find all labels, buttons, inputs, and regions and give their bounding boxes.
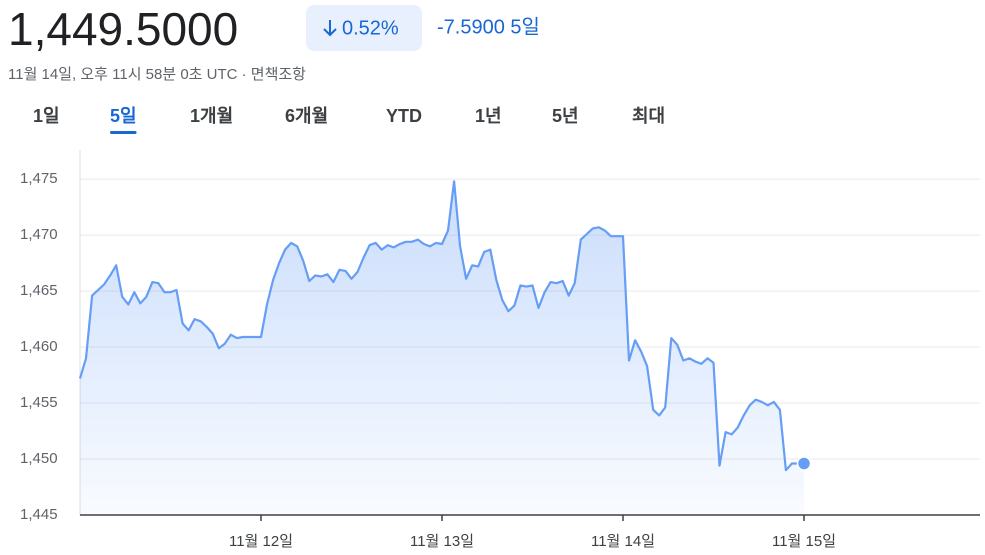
- x-tick-label: 11월 14일: [591, 533, 655, 550]
- x-tick-label: 11월 13일: [410, 533, 474, 550]
- range-tabs: 1일 5일 1개월 6개월 YTD 1년 5년 최대: [33, 106, 665, 134]
- range-tab[interactable]: 5일: [110, 106, 137, 126]
- range-tab[interactable]: 1일: [33, 106, 60, 126]
- price: 1,449.5000: [8, 3, 238, 55]
- range-tab[interactable]: 1년: [475, 106, 502, 126]
- x-tick-label: 11월 15일: [772, 533, 836, 550]
- y-tick-label: 1,475: [20, 170, 58, 187]
- y-tick-label: 1,460: [20, 338, 58, 355]
- range-tab[interactable]: 1개월: [190, 106, 233, 126]
- y-tick-label: 1,450: [20, 450, 58, 467]
- down-arrow-icon: [323, 20, 337, 37]
- y-tick-label: 1,445: [20, 506, 58, 523]
- range-tab[interactable]: 5년: [552, 106, 579, 126]
- chart: 1,445 1,450 1,455 1,460 1,465 1,470 1,475 11월 1…: [20, 150, 980, 550]
- range-tab[interactable]: 최대: [632, 106, 665, 126]
- timestamp: 11월 14일, 오후 11시 58분 0초 UTC · 면책조항: [8, 66, 306, 83]
- y-tick-label: 1,455: [20, 394, 58, 411]
- change-percent: 0.52%: [342, 17, 399, 39]
- last-point: [796, 456, 812, 471]
- change-badge: [306, 5, 422, 51]
- area: [80, 181, 804, 516]
- selected-tab-underline: [110, 131, 137, 134]
- y-tick-label: 1,465: [20, 282, 58, 299]
- x-tick-label: 11월 12일: [229, 533, 293, 550]
- change-absolute: -7.5900 5일: [437, 15, 540, 38]
- price-line: [78, 180, 804, 472]
- y-tick-label: 1,470: [20, 226, 58, 243]
- range-tab[interactable]: YTD: [386, 106, 422, 126]
- range-tab[interactable]: 6개월: [285, 106, 328, 126]
